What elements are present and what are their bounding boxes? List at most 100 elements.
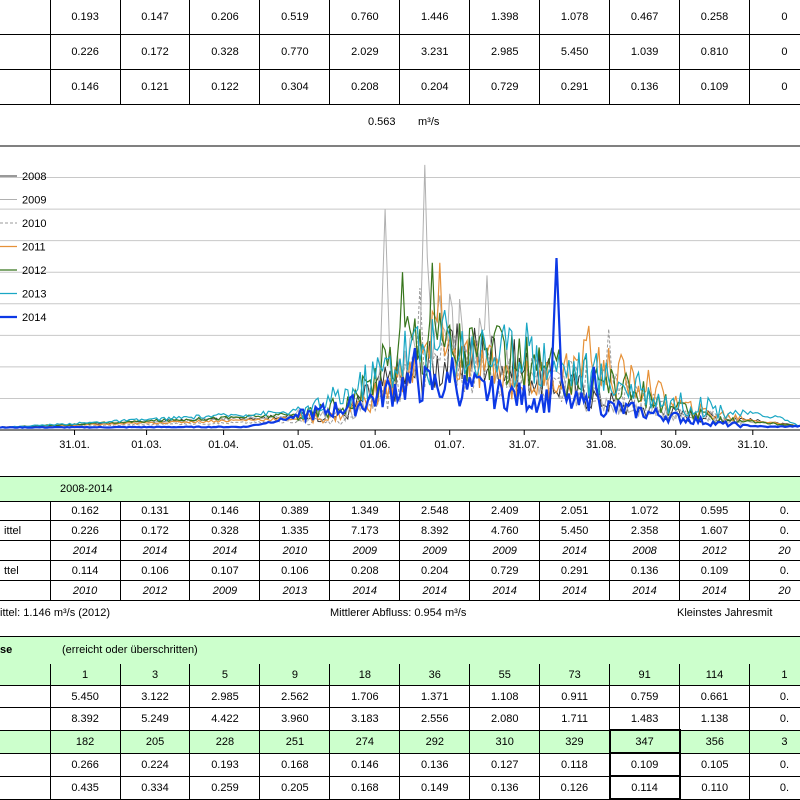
series-line-2014 <box>0 257 800 429</box>
table-cell: 1.446 <box>399 0 471 35</box>
table-cell: 2.051 <box>539 501 611 521</box>
table-cell: 2014 <box>469 580 541 601</box>
table-cell: 0.467 <box>609 0 681 35</box>
row-label <box>0 753 51 777</box>
legend-label: 2010 <box>22 218 46 230</box>
row-label <box>0 34 51 70</box>
table-cell: 5.450 <box>50 685 121 708</box>
table-cell: 0.204 <box>399 69 471 105</box>
table-cell: 2014 <box>50 540 121 561</box>
table-cell: 0.106 <box>120 560 191 581</box>
table-cell: 0.131 <box>120 501 191 521</box>
table-cell: 0.146 <box>189 501 261 521</box>
x-tick-label: 31.10. <box>737 439 768 451</box>
table-cell: 2014 <box>120 540 191 561</box>
row-label <box>0 685 51 708</box>
x-tick-label: 01.06. <box>360 439 391 451</box>
table-cell: 2014 <box>539 580 611 601</box>
table-cell: 0.435 <box>50 776 121 800</box>
table-cell: 3 <box>120 664 191 686</box>
table-cell: 0.291 <box>539 560 611 581</box>
table-cell: 0.226 <box>50 520 121 541</box>
table-cell: 1.483 <box>609 707 681 731</box>
table-cell: 0.208 <box>329 69 401 105</box>
table-cell: 8.392 <box>50 707 121 731</box>
row-label <box>0 707 51 731</box>
table-cell: 3.231 <box>399 34 471 70</box>
monthly-values-table: 0.193 0.147 0.206 0.519 0.760 1.446 1.398 1.078… <box>0 0 800 105</box>
row-label <box>0 69 51 105</box>
table-cell: 0.149 <box>399 776 471 800</box>
table-cell: 20 <box>749 580 800 601</box>
table-cell: 3.960 <box>259 707 331 731</box>
table-cell: 0.127 <box>469 753 541 777</box>
table-row: 2014 2014 2014 2010 2009 2009 2009 2014 2008 2012… <box>0 540 800 561</box>
table-cell: 2009 <box>189 580 261 601</box>
table-cell: 4.760 <box>469 520 541 541</box>
table-cell: 0.770 <box>259 34 331 70</box>
table-cell: 205 <box>120 730 191 754</box>
table-cell: 9 <box>259 664 331 686</box>
x-tick-label: 31.07. <box>509 439 540 451</box>
table-cell: 0.266 <box>50 753 121 777</box>
table-cell: 3 <box>749 730 800 754</box>
table-cell: 0.172 <box>120 34 191 70</box>
table-cell: 2.985 <box>469 34 541 70</box>
row-label <box>0 776 51 800</box>
table-cell: 4.422 <box>189 707 261 731</box>
table-cell: 1 <box>50 664 121 686</box>
table-cell: 0.519 <box>259 0 331 35</box>
table-cell: 0.105 <box>679 753 750 777</box>
row-label <box>0 540 51 561</box>
legend-label: 2011 <box>22 242 46 254</box>
duration-subtitle: (erreicht oder überschritten) <box>62 644 198 656</box>
duration-title: se <box>0 644 13 656</box>
legend-label: 2013 <box>22 289 46 301</box>
table-cell: 0.258 <box>679 0 750 35</box>
table-cell: 0.193 <box>50 0 121 35</box>
table-cell: 1.607 <box>679 520 750 541</box>
table-cell: 0.304 <box>259 69 331 105</box>
mean-discharge-row: 0.563 m³/s <box>0 110 800 132</box>
table-row: 0.435 0.334 0.259 0.205 0.168 0.149 0.136 0.126… <box>0 775 800 800</box>
table-cell: 182 <box>50 730 121 754</box>
row-label <box>0 501 51 521</box>
table-cell: 0.204 <box>399 560 471 581</box>
legend-label: 2012 <box>22 265 46 277</box>
table-cell: 329 <box>539 730 611 754</box>
table-cell: 0.107 <box>189 560 261 581</box>
table-cell: 2.029 <box>329 34 401 70</box>
table-cell: 0.146 <box>329 753 401 777</box>
summary-min-mean: Kleinstes Jahresmit <box>677 607 773 619</box>
series-line-2013 <box>0 309 800 429</box>
mean-value: 0.563 <box>368 116 396 128</box>
table-cell: 2009 <box>329 540 401 561</box>
table-cell: 0.136 <box>469 776 541 800</box>
table-cell: 0.118 <box>539 753 611 777</box>
table-cell: 114 <box>679 664 750 686</box>
table-cell: 2.985 <box>189 685 261 708</box>
x-tick-label: 01.05. <box>283 439 314 451</box>
mean-unit: m³/s <box>418 116 440 128</box>
table-cell: 0.729 <box>469 560 541 581</box>
table-cell: 7.173 <box>329 520 401 541</box>
table-cell: 1.072 <box>609 501 681 521</box>
table-cell: 1 <box>749 664 800 686</box>
table-row: 0.146 0.121 0.122 0.304 0.208 0.204 0.729 0.291… <box>0 69 800 105</box>
table-cell: 0 <box>749 34 800 70</box>
stats-table: 0.162 0.131 0.146 0.389 1.349 2.548 2.409 2.051… <box>0 501 800 601</box>
table-cell: 2013 <box>259 580 331 601</box>
table-cell: 2.409 <box>469 501 541 521</box>
table-cell: 0.109 <box>679 69 750 105</box>
table-cell: 8.392 <box>399 520 471 541</box>
table-cell: 5 <box>189 664 261 686</box>
table-cell: 2.358 <box>609 520 681 541</box>
table-cell: 73 <box>539 664 611 686</box>
table-cell: 0.595 <box>679 501 750 521</box>
table-cell: 2.562 <box>259 685 331 708</box>
table-cell: 0. <box>749 685 800 708</box>
table-cell: 18 <box>329 664 401 686</box>
row-label <box>0 0 51 35</box>
table-cell: 1.371 <box>399 685 471 708</box>
table-cell: 274 <box>329 730 401 754</box>
